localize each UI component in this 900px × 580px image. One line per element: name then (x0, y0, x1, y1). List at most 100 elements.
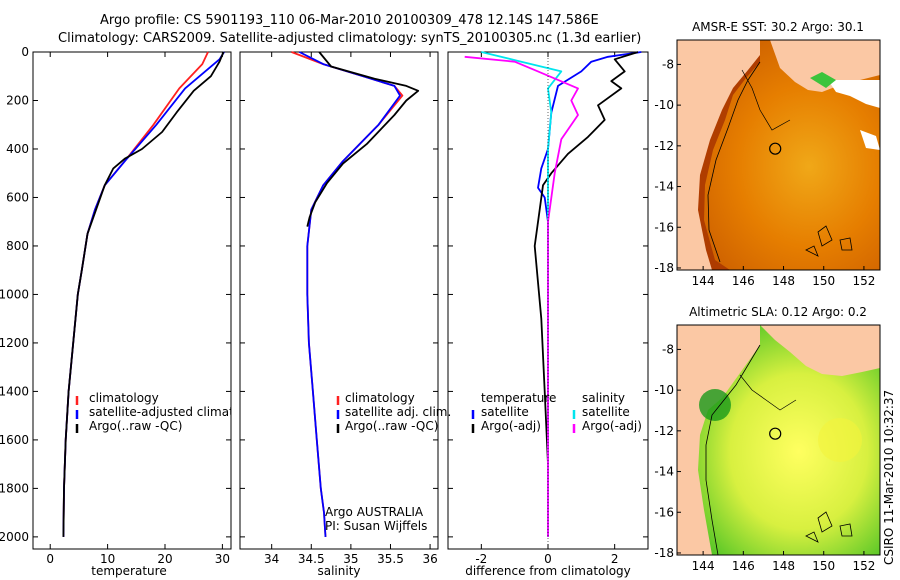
map-lat-label: -16 (654, 220, 674, 234)
map-lat-label: -10 (654, 383, 674, 397)
sst-map-panel: AMSR-E SST: 30.2 Argo: 30.1 144 146 148 150… (654, 20, 881, 288)
difference-x-axis: -2 0 2 (475, 52, 618, 566)
legend-climatology-label: climatology (89, 391, 159, 405)
depth-tick-label: 600 (6, 190, 29, 204)
depth-tick-label: 1400 (0, 384, 29, 398)
map-lat-label: -8 (662, 57, 674, 71)
pi-name-label: PI: Susan Wijffels (325, 519, 427, 533)
sla-land-north (760, 325, 880, 376)
depth-tick-label: 400 (6, 142, 29, 156)
legend-sat-adj-label: satellite adj. clim. (345, 405, 451, 419)
depth-tick-label: 1000 (0, 287, 29, 301)
legend-temperature-heading: temperature (481, 391, 556, 405)
series-line-salinity-satellite (481, 51, 563, 537)
series-line-satellite-adj-clim (298, 51, 401, 537)
x-tick-label: 2 (611, 552, 619, 566)
sst-map-image (677, 40, 880, 270)
sst-missing-data (828, 80, 880, 108)
temperature-series (62, 51, 225, 537)
salinity-x-axis: 34 34.5 35 35.5 36 (264, 52, 438, 566)
sst-float-position-marker (769, 142, 782, 155)
sla-bathymetry-contour (739, 374, 797, 411)
map-lat-label: -14 (654, 180, 674, 194)
map-lon-label: 150 (812, 274, 835, 288)
x-tick-label: 35.5 (377, 552, 404, 566)
figure-title-line2: Climatology: CARS2009. Satellite-adjuste… (58, 31, 641, 46)
legend-satellite-clip: satellite-adjusted climatology (89, 405, 267, 419)
legend-satellite-label: satellite-adjusted climatology (89, 405, 267, 419)
series-line-satellite-adjusted-climatology (62, 51, 225, 537)
map-lon-label: 148 (772, 559, 795, 573)
legend-temp-argo-label: Argo(-adj) (481, 419, 541, 433)
series-line-argo-raw-qc (306, 51, 420, 227)
sla-map-title: Altimetric SLA: 0.12 Argo: 0.2 (689, 305, 867, 319)
sla-low-eddy-west (699, 389, 731, 421)
x-tick-label: 10 (100, 552, 115, 566)
x-tick-label: 20 (157, 552, 172, 566)
sst-cool-patch (810, 72, 836, 88)
temperature-x-axis: 0 10 20 30 (46, 52, 230, 566)
legend-sal-satellite-label: satellite (582, 405, 630, 419)
sst-map-frame (676, 39, 881, 271)
sla-map-image (677, 325, 880, 555)
series-line-temperature-argo-adj (533, 51, 639, 537)
sst-land-north (770, 40, 880, 92)
temperature-legend: climatology satellite-adjusted climatolo… (75, 391, 267, 433)
map-lon-label: 146 (732, 274, 755, 288)
sla-map-frame (676, 324, 881, 556)
salinity-x-label: salinity (317, 564, 360, 578)
map-lat-label: -18 (654, 546, 674, 560)
map-lon-label: 150 (812, 559, 835, 573)
depth-tick-label: 0 (21, 45, 29, 59)
salinity-series (291, 51, 420, 537)
figure-title-line1: Argo profile: CS 5901193_110 06-Mar-2010… (100, 13, 599, 28)
series-line-argo-raw-qc (62, 51, 225, 537)
sla-float-position-marker (769, 427, 782, 440)
depth-tick-label: 1600 (0, 433, 29, 447)
difference-x-label: difference from climatology (465, 564, 631, 578)
map-lat-label: -10 (654, 98, 674, 112)
map-lat-label: -16 (654, 505, 674, 519)
depth-tick-label: 800 (6, 239, 29, 253)
map-lon-label: 148 (772, 274, 795, 288)
difference-depth-ticks (448, 51, 648, 538)
map-lat-label: -14 (654, 465, 674, 479)
depth-tick-label: 2000 (0, 530, 29, 544)
map-lat-label: -8 (662, 342, 674, 356)
x-tick-label: -2 (475, 552, 487, 566)
x-tick-label: 30 (215, 552, 230, 566)
salinity-axes-frame (239, 51, 439, 550)
temperature-x-label: temperature (91, 564, 166, 578)
map-lon-label: 146 (732, 559, 755, 573)
map-lon-label: 152 (852, 274, 875, 288)
sst-coastline (707, 61, 761, 263)
series-line-climatology (62, 51, 209, 537)
x-tick-label: 0 (46, 552, 54, 566)
sst-missing-data-east (860, 130, 880, 150)
sst-map-title: AMSR-E SST: 30.2 Argo: 30.1 (692, 20, 864, 34)
depth-tick-label: 1800 (0, 481, 29, 495)
map-lon-label: 144 (692, 559, 715, 573)
difference-series (464, 51, 642, 549)
x-tick-label: 34 (264, 552, 279, 566)
depth-axis: 0 200 400 600 800 1000 1200 1400 1600 1800 2000 (0, 45, 231, 544)
sla-map-panel: Altimetric SLA: 0.12 Argo: 0.2 144 146 148… (654, 305, 881, 573)
map-lat-label: -12 (654, 139, 674, 153)
sst-map-axes: 144 146 148 150 152 -8 -10 -12 -14 -16 -18 (654, 57, 875, 288)
series-line-salinity-argo-adj (464, 55, 579, 537)
legend-argo-raw-label: Argo(..raw -QC) (345, 419, 438, 433)
map-lon-label: 152 (852, 559, 875, 573)
temperature-panel: 0 200 400 600 800 1000 1200 1400 1600 1800 2000 0 1… (0, 45, 267, 578)
salinity-depth-ticks (240, 51, 438, 538)
depth-tick-label: 1200 (0, 336, 29, 350)
sst-reef-outlines (805, 225, 853, 257)
difference-legend: temperature satellite Argo(-adj) salinit… (471, 391, 642, 433)
salinity-panel: 34 34.5 35 35.5 36 salinity climatology sate… (239, 51, 451, 578)
sla-coastline (705, 344, 761, 555)
depth-tick-label: 200 (6, 93, 29, 107)
temperature-axes-frame (32, 51, 232, 550)
argo-australia-label: Argo AUSTRALIA (325, 505, 424, 519)
x-tick-label: 34.5 (298, 552, 325, 566)
x-tick-label: 0 (544, 552, 552, 566)
